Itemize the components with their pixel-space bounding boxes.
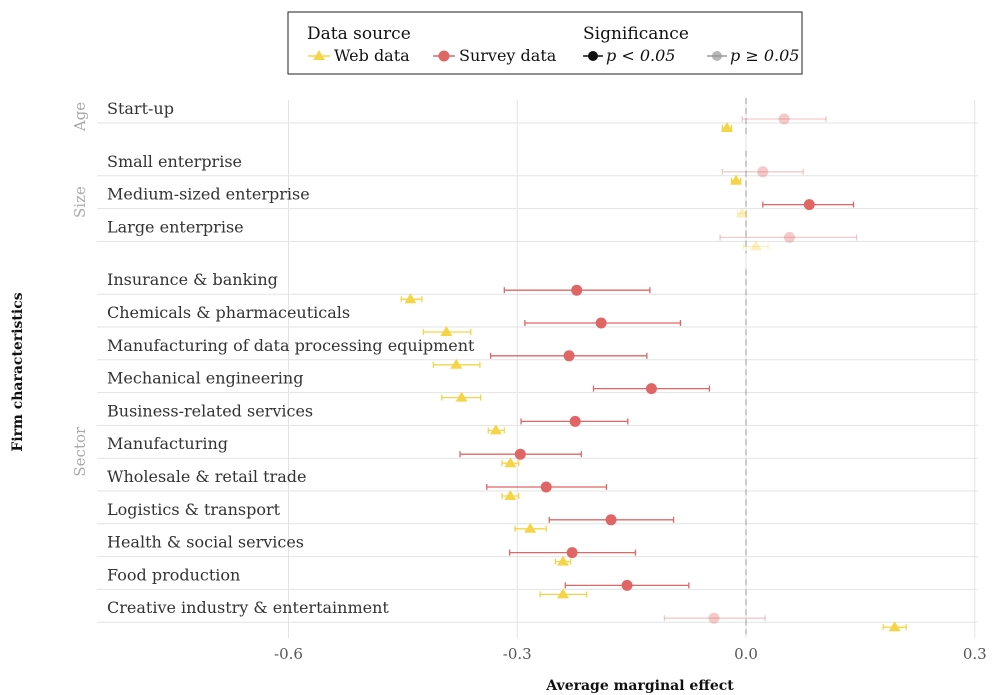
x-tick-label: 0.3	[963, 645, 987, 663]
web-point	[455, 391, 468, 402]
legend-web-triangle	[313, 50, 325, 60]
row-label: Business-related services	[107, 401, 313, 420]
row-label: Wholesale & retail trade	[107, 467, 306, 486]
survey-point	[571, 284, 583, 296]
web-point	[524, 522, 537, 533]
row-label: Start-up	[107, 99, 174, 118]
web-point	[557, 555, 569, 566]
row-label: Manufacturing of data processing equipme…	[107, 336, 475, 355]
survey-point	[566, 547, 578, 559]
survey-point	[803, 199, 815, 211]
legend-source-title: Data source	[307, 24, 411, 44]
survey-point	[621, 579, 633, 591]
group-label: Size	[71, 186, 89, 218]
web-point	[404, 293, 417, 304]
survey-point	[605, 514, 617, 526]
web-point	[888, 621, 901, 632]
row-label: Medium-sized enterprise	[107, 185, 310, 204]
web-point	[749, 240, 762, 251]
legend: Data source Significance Web data Survey…	[287, 11, 803, 75]
row-label: Mechanical engineering	[107, 369, 303, 388]
survey-point	[563, 350, 575, 362]
row-label: Large enterprise	[107, 217, 244, 236]
legend-web-label: Web data	[334, 46, 410, 65]
x-tick-label: -0.3	[503, 645, 532, 663]
x-tick-label: 0.0	[734, 645, 758, 663]
web-point	[720, 122, 733, 132]
chart-marks	[400, 113, 907, 632]
web-point	[504, 490, 517, 500]
row-labels: Start-up Small enterprise Medium-sized ent…	[107, 99, 475, 617]
web-point	[450, 358, 463, 369]
y-axis-title: Firm characteristics	[10, 292, 26, 451]
web-point	[557, 588, 569, 599]
web-point	[440, 326, 453, 336]
web-point	[736, 207, 749, 218]
row-label: Insurance & banking	[107, 270, 278, 289]
web-point	[730, 174, 743, 185]
x-tick-labels: -0.6 -0.3 0.0 0.3	[274, 645, 987, 663]
survey-point	[514, 448, 526, 460]
legend-box	[287, 11, 803, 75]
x-tick-label: -0.6	[274, 645, 303, 663]
survey-point	[783, 231, 795, 243]
group-labels: Age Size Sector	[71, 102, 89, 477]
row-label: Manufacturing	[107, 434, 228, 453]
survey-point	[778, 113, 790, 125]
legend-significance-title: Significance	[583, 24, 689, 44]
survey-point	[595, 317, 607, 329]
row-label: Creative industry & entertainment	[107, 598, 389, 617]
legend-survey-label: Survey data	[459, 46, 557, 65]
row-label: Logistics & transport	[107, 500, 281, 519]
legend-survey-circle	[438, 50, 450, 62]
group-label: Age	[71, 102, 89, 132]
survey-point	[757, 166, 769, 178]
web-point	[489, 424, 502, 435]
legend-nonsig-circle	[712, 51, 722, 61]
row-label: Small enterprise	[107, 152, 242, 171]
x-axis-title: Average marginal effect	[545, 678, 734, 694]
row-label: Health & social services	[107, 533, 304, 552]
legend-sig-label: p < 0.05	[606, 46, 675, 65]
web-point	[504, 457, 517, 468]
row-label: Food production	[107, 565, 240, 584]
legend-sig-circle	[588, 51, 598, 61]
survey-point	[645, 383, 657, 395]
survey-point	[708, 612, 720, 624]
legend-nonsig-label: p ≥ 0.05	[730, 46, 799, 65]
group-label: Sector	[71, 426, 89, 477]
row-label: Chemicals & pharmaceuticals	[107, 303, 350, 322]
survey-point	[540, 481, 552, 493]
survey-point	[569, 415, 581, 427]
gridlines	[97, 98, 978, 638]
